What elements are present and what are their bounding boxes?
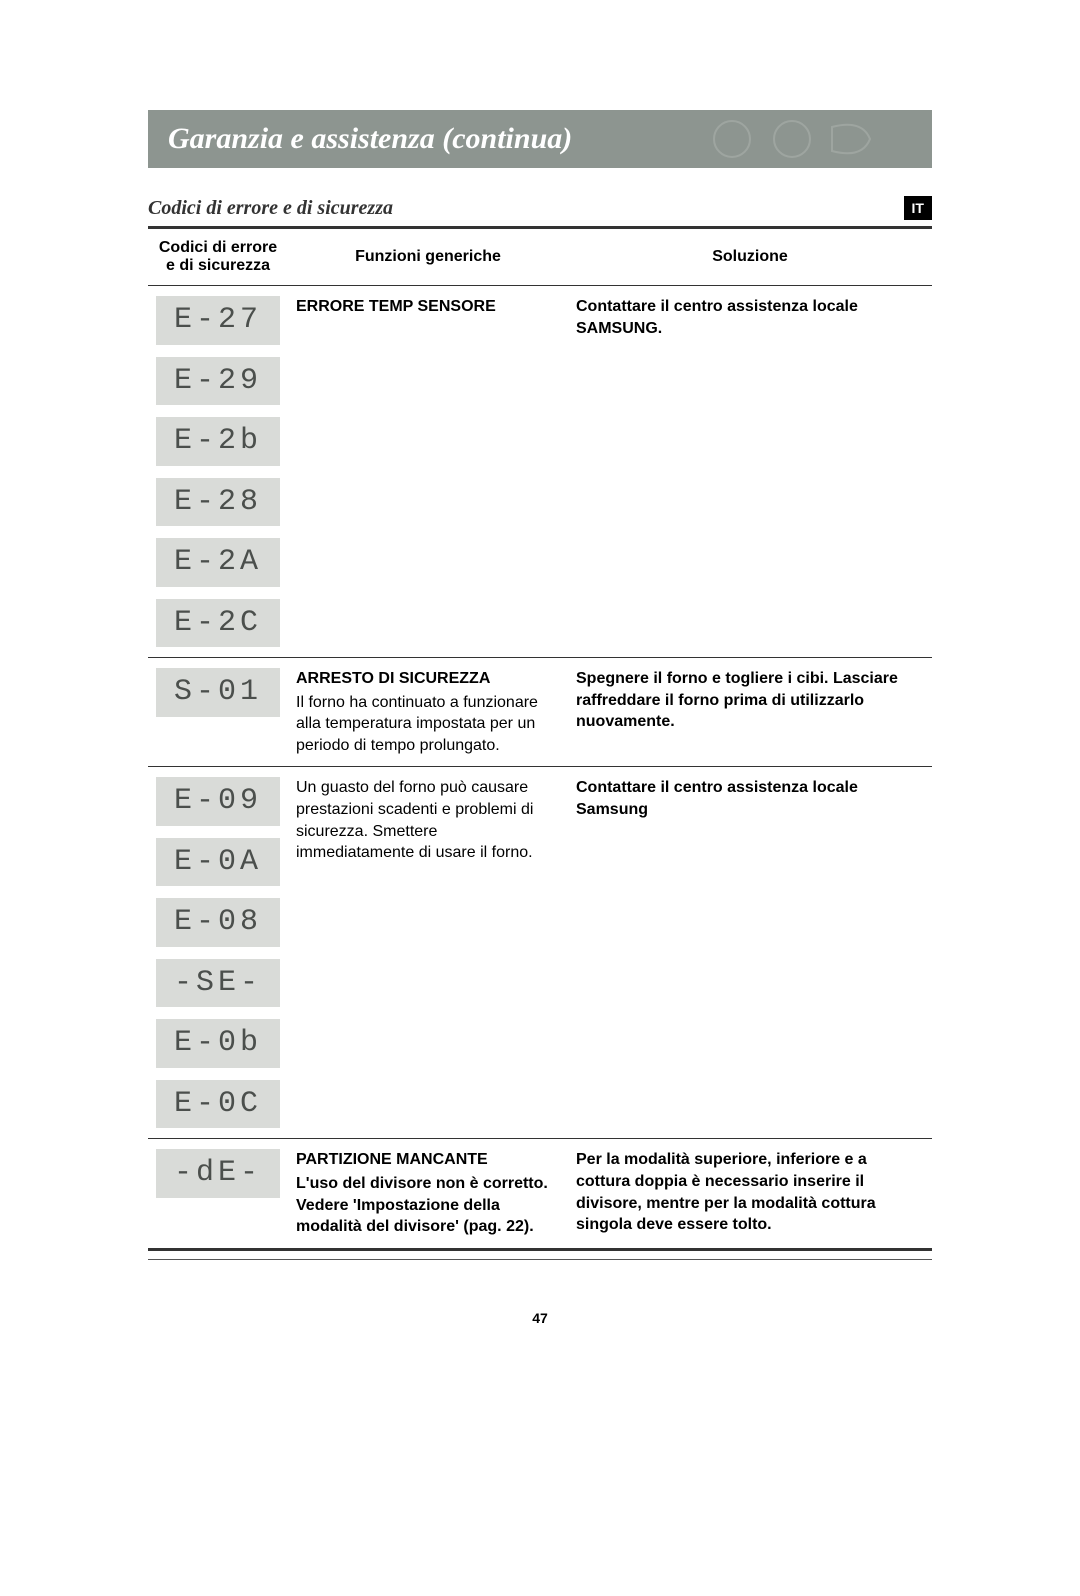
error-code-display: E-0A xyxy=(156,838,280,887)
function-body: Il forno ha continuato a funzionare alla… xyxy=(296,692,560,757)
function-cell: ARRESTO DI SICUREZZAIl forno ha continua… xyxy=(288,658,568,767)
header-decoration-icon xyxy=(702,119,882,159)
error-code-text: E-28 xyxy=(174,485,262,519)
section-subheader: Codici di errore e di sicurezza xyxy=(148,197,393,220)
solution-cell: Spegnere il forno e togliere i cibi. Las… xyxy=(568,658,932,767)
error-code-display: S-01 xyxy=(156,668,280,717)
error-code-display: E-0b xyxy=(156,1019,280,1068)
col-header-solution: Soluzione xyxy=(568,228,932,286)
error-code-display: E-09 xyxy=(156,777,280,826)
table-header-row: Codici di errore e di sicurezza Funzioni… xyxy=(148,228,932,286)
error-codes-table-wrap: Codici di errore e di sicurezza Funzioni… xyxy=(148,226,932,1251)
error-code-display: -SE- xyxy=(156,959,280,1008)
error-code-display: E-0C xyxy=(156,1080,280,1129)
error-code-display: E-29 xyxy=(156,357,280,406)
error-code-text: E-09 xyxy=(174,784,262,818)
function-title: ARRESTO DI SICUREZZA xyxy=(296,668,560,690)
subheader-row: Codici di errore e di sicurezza IT xyxy=(148,196,932,220)
error-code-text: S-01 xyxy=(174,675,262,709)
code-stack: E-09 E-0A E-08 -SE- E-0b E-0C xyxy=(156,777,280,1128)
language-badge: IT xyxy=(904,196,932,220)
error-code-text: E-2A xyxy=(174,545,262,579)
error-code-display: E-2C xyxy=(156,599,280,648)
solution-cell: Per la modalità superiore, inferiore e a… xyxy=(568,1139,932,1249)
error-code-display: -dE- xyxy=(156,1149,280,1198)
function-body: Un guasto del forno può causare prestazi… xyxy=(296,777,560,863)
col-header-functions: Funzioni generiche xyxy=(288,228,568,286)
error-codes-table: Codici di errore e di sicurezza Funzioni… xyxy=(148,226,932,1251)
code-stack: -dE- xyxy=(156,1149,280,1198)
function-title: ERRORE TEMP SENSORE xyxy=(296,296,560,318)
codes-cell: S-01 xyxy=(148,658,288,767)
table-body: E-27 E-29 E-2b E-28 E-2A E-2C ERRORE TEMP SENS… xyxy=(148,286,932,1250)
error-code-display: E-2A xyxy=(156,538,280,587)
error-code-display: E-27 xyxy=(156,296,280,345)
error-code-display: E-08 xyxy=(156,898,280,947)
page-number: 47 xyxy=(0,1310,1080,1326)
error-code-text: E-0C xyxy=(174,1087,262,1121)
page-title: Garanzia e assistenza (continua) xyxy=(168,122,572,155)
page-header: Garanzia e assistenza (continua) xyxy=(148,110,932,168)
error-code-text: E-29 xyxy=(174,364,262,398)
col-header-codes: Codici di errore e di sicurezza xyxy=(148,228,288,286)
codes-cell: E-27 E-29 E-2b E-28 E-2A E-2C xyxy=(148,286,288,658)
error-code-text: -SE- xyxy=(174,966,262,1000)
table-row: E-27 E-29 E-2b E-28 E-2A E-2C ERRORE TEMP SENS… xyxy=(148,286,932,658)
error-code-text: -dE- xyxy=(174,1156,262,1190)
function-cell: Un guasto del forno può causare prestazi… xyxy=(288,767,568,1139)
error-code-text: E-08 xyxy=(174,905,262,939)
error-code-text: E-2C xyxy=(174,606,262,640)
codes-cell: E-09 E-0A E-08 -SE- E-0b E-0C xyxy=(148,767,288,1139)
code-stack: E-27 E-29 E-2b E-28 E-2A E-2C xyxy=(156,296,280,647)
table-row: -dE- PARTIZIONE MANCANTEL'uso del divisor… xyxy=(148,1139,932,1249)
codes-cell: -dE- xyxy=(148,1139,288,1249)
function-title: PARTIZIONE MANCANTE xyxy=(296,1149,560,1171)
solution-cell: Contattare il centro assistenza locale S… xyxy=(568,286,932,658)
function-cell: PARTIZIONE MANCANTEL'uso del divisore no… xyxy=(288,1139,568,1249)
function-cell: ERRORE TEMP SENSORE xyxy=(288,286,568,658)
table-row: E-09 E-0A E-08 -SE- E-0b E-0C Un guasto del fo… xyxy=(148,767,932,1139)
code-stack: S-01 xyxy=(156,668,280,717)
error-code-text: E-0b xyxy=(174,1026,262,1060)
error-code-text: E-0A xyxy=(174,845,262,879)
error-code-text: E-27 xyxy=(174,303,262,337)
solution-cell: Contattare il centro assistenza locale S… xyxy=(568,767,932,1139)
function-body: L'uso del divisore non è corretto. Veder… xyxy=(296,1173,560,1238)
error-code-text: E-2b xyxy=(174,424,262,458)
footer-rule xyxy=(148,1259,932,1260)
error-code-display: E-2b xyxy=(156,417,280,466)
error-code-display: E-28 xyxy=(156,478,280,527)
table-row: S-01 ARRESTO DI SICUREZZAIl forno ha cont… xyxy=(148,658,932,767)
